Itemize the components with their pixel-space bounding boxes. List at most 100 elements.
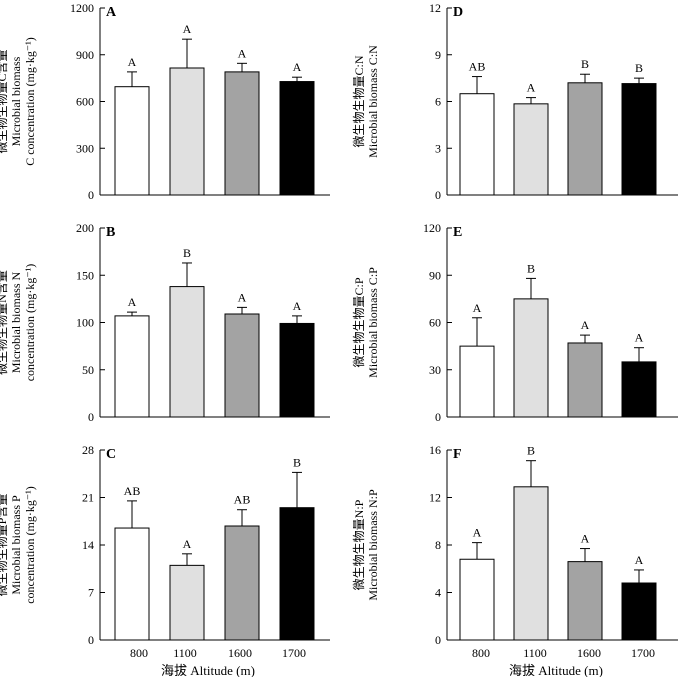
y-tick-label: 9	[435, 48, 441, 62]
y-tick-label: 300	[76, 141, 94, 155]
bar	[567, 342, 603, 418]
bar	[279, 507, 315, 641]
y-tick-label: 150	[76, 268, 94, 282]
panel-a: 0 300 600 900 1200 A A A A A 微生物生物量C含量 Microbial bi…	[0, 1, 330, 202]
y-tick-label: 6	[435, 95, 441, 109]
panel-letter: A	[106, 5, 117, 20]
significance-label: A	[128, 295, 137, 309]
y-tick-label: 0	[435, 633, 441, 647]
panel-letter: E	[453, 225, 462, 240]
y-tick-label: 7	[88, 586, 94, 600]
x-tick-label: 1600	[228, 646, 252, 660]
y-tick-label: 12	[429, 1, 441, 15]
y-tick-label: 120	[423, 221, 441, 235]
x-axis-title: 海拔 Altitude (m)	[161, 663, 255, 677]
bar	[279, 322, 315, 418]
significance-label: A	[238, 46, 247, 60]
y-tick-label: 30	[429, 363, 441, 377]
significance-label: A	[293, 60, 302, 74]
x-tick-label: 800	[472, 646, 490, 660]
y-tick-label: 21	[82, 491, 94, 505]
x-axis-title: 海拔 Altitude (m)	[509, 663, 603, 677]
y-tick-label: 60	[429, 316, 441, 330]
y-axis-label: Microbial biomass C:P	[366, 267, 380, 378]
y-axis-label: Microbial biomass C:N	[366, 45, 380, 158]
significance-label: A	[635, 331, 644, 345]
y-axis-label: 微生物生物量P含量	[0, 494, 9, 597]
x-tick-label: 1700	[631, 646, 655, 660]
significance-label: B	[183, 246, 191, 260]
bar	[279, 81, 315, 196]
significance-label: A	[293, 299, 302, 313]
bar	[114, 527, 150, 641]
x-tick-label: 1100	[523, 646, 547, 660]
significance-label: B	[293, 455, 301, 469]
bar	[621, 361, 657, 418]
panel-letter: B	[106, 225, 115, 240]
bar	[224, 71, 260, 196]
bar	[459, 345, 495, 418]
bar	[513, 298, 549, 418]
y-axis-label: Microbial biomass P	[9, 495, 23, 595]
y-tick-label: 0	[88, 410, 94, 424]
significance-label: A	[473, 526, 482, 540]
significance-label: B	[527, 261, 535, 275]
y-axis-label: 微生物生物量C:P	[352, 277, 366, 367]
y-axis-label: Microbial biomass N	[9, 272, 23, 374]
y-tick-label: 4	[435, 586, 441, 600]
bar	[513, 486, 549, 641]
y-tick-label: 16	[429, 443, 441, 457]
x-tick-label: 800	[130, 646, 148, 660]
y-axis-label: 微生物生物量C含量	[0, 49, 9, 153]
significance-label: A	[183, 537, 192, 551]
y-tick-label: 90	[429, 268, 441, 282]
y-axis-label: Microbial biomass	[9, 56, 23, 146]
y-axis-label: 微生物生物量N:P	[352, 499, 366, 590]
y-tick-label: 900	[76, 48, 94, 62]
y-axis-label: 微生物生物量N含量	[0, 270, 9, 375]
significance-label: B	[527, 444, 535, 458]
panel-b: 0 50 100 150 200 B A B A A 微生物生物量N含量 Microbial biom…	[0, 221, 330, 424]
bar	[567, 561, 603, 641]
significance-label: A	[128, 55, 137, 69]
significance-label: AB	[469, 60, 486, 74]
y-axis-label: C concentration (mg·kg⁻¹)	[23, 37, 37, 166]
bar	[224, 313, 260, 418]
significance-label: A	[635, 553, 644, 567]
significance-label: B	[635, 61, 643, 75]
bar	[114, 86, 150, 196]
y-tick-label: 28	[82, 443, 94, 457]
panel-letter: F	[453, 447, 462, 462]
y-tick-label: 1200	[70, 1, 94, 15]
panel-letter: C	[106, 447, 116, 462]
y-tick-label: 14	[82, 538, 94, 552]
bar	[621, 582, 657, 641]
x-tick-label: 1600	[577, 646, 601, 660]
bar	[169, 564, 205, 641]
bar	[621, 83, 657, 196]
panel-e: 0 30 60 90 120 E A B A A 微生物生物量C:P Microbial biomas…	[352, 221, 678, 424]
y-axis-label: Microbial biomass N:P	[366, 489, 380, 601]
y-tick-label: 0	[88, 633, 94, 647]
y-tick-label: 50	[82, 363, 94, 377]
y-tick-label: 200	[76, 221, 94, 235]
significance-label: AB	[124, 484, 141, 498]
bar	[169, 67, 205, 196]
x-tick-label: 1700	[282, 646, 306, 660]
y-axis-label: 微生物生物量C:N	[352, 55, 366, 147]
y-axis-label: concentration (mg·kg⁻¹)	[23, 486, 37, 604]
bar	[169, 286, 205, 418]
panel-f: 0 4 8 12 16 F A B A A 微生物生物量N:P Microbial biomass N…	[352, 443, 678, 647]
y-tick-label: 8	[435, 538, 441, 552]
y-tick-label: 3	[435, 141, 441, 155]
bar	[513, 103, 549, 196]
bar	[459, 558, 495, 641]
panel-letter: D	[453, 5, 463, 20]
y-tick-label: 0	[88, 188, 94, 202]
significance-label: AB	[234, 493, 251, 507]
y-tick-label: 0	[435, 188, 441, 202]
significance-label: A	[183, 22, 192, 36]
